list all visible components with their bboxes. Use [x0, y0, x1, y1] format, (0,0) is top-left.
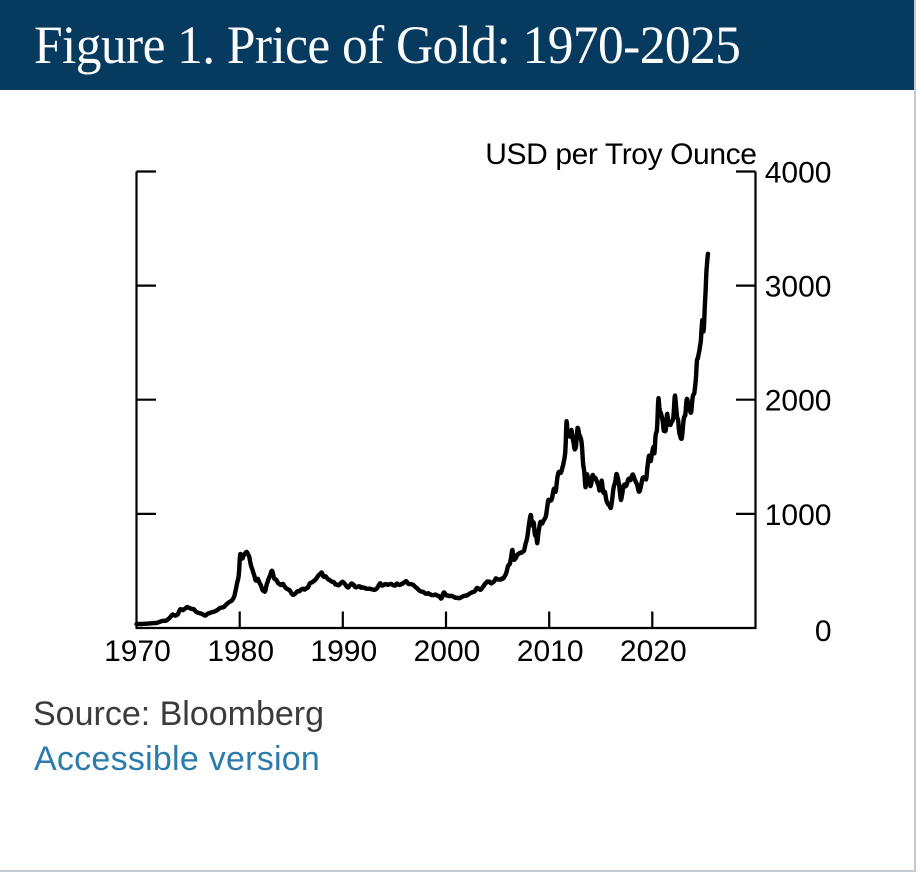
svg-text:0: 0 [815, 615, 832, 648]
svg-text:2000: 2000 [414, 635, 481, 668]
svg-text:1970: 1970 [104, 635, 171, 668]
svg-text:1980: 1980 [207, 635, 274, 668]
svg-text:1000: 1000 [765, 499, 832, 532]
svg-text:3000: 3000 [765, 271, 832, 304]
svg-text:1990: 1990 [310, 635, 377, 668]
svg-text:4000: 4000 [765, 156, 832, 189]
svg-text:2010: 2010 [517, 635, 584, 668]
svg-text:USD per Troy Ounce: USD per Troy Ounce [485, 138, 756, 171]
svg-text:2020: 2020 [620, 635, 687, 668]
svg-text:2000: 2000 [765, 385, 832, 418]
